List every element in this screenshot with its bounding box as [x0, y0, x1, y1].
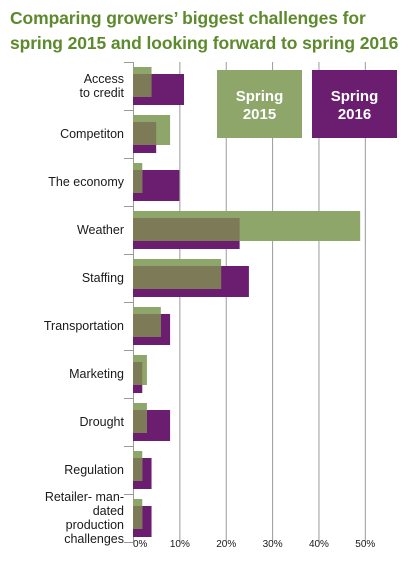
chart-title: Comparing growers’ biggest challenges fo… [10, 6, 410, 56]
category-label: to credit [80, 86, 125, 100]
legend-spring-2016-box [312, 70, 397, 138]
category-label: Retailer- man- [45, 490, 124, 504]
legend-spring-2016-label: 2016 [338, 106, 371, 123]
category-label: challenges [64, 532, 124, 546]
category-label: The economy [48, 175, 124, 189]
category-label: Competiton [60, 127, 124, 141]
category-label: Access [84, 72, 124, 86]
x-axis-ticks: 0% 10% 20% 30% 40% 50% [133, 539, 375, 550]
chart-title-line-2: spring 2015 and looking forward to sprin… [10, 33, 399, 53]
legend-spring-2015-box [217, 70, 302, 138]
bar-overlap [133, 218, 240, 241]
legend-spring-2015-label: 2015 [243, 106, 276, 123]
category-label: Drought [80, 415, 125, 429]
bar-overlap [133, 74, 152, 97]
bar-overlap [133, 506, 143, 529]
category-label: Transportation [44, 319, 124, 333]
x-tick-label: 20% [216, 539, 236, 550]
x-tick-label: 0% [133, 539, 148, 550]
bars [133, 67, 361, 537]
x-tick-label: 50% [355, 539, 375, 550]
x-tick-label: 30% [263, 539, 283, 550]
chart-title-line-1: Comparing growers’ biggest challenges fo… [10, 8, 366, 28]
bar-overlap [133, 458, 143, 481]
x-tick-label: 10% [170, 539, 190, 550]
legend-spring-2016-label: Spring [331, 88, 379, 105]
bar-overlap [133, 170, 143, 193]
category-label: Marketing [69, 367, 124, 381]
bar-overlap [133, 314, 161, 337]
category-label: Staffing [82, 271, 124, 285]
bar-overlap [133, 410, 147, 433]
x-tick-label: 40% [309, 539, 329, 550]
category-label: production [66, 518, 124, 532]
bar-overlap [133, 122, 157, 145]
bar-overlap [133, 362, 143, 385]
category-label: dated [93, 504, 124, 518]
bar-overlap [133, 266, 222, 289]
category-label: Weather [77, 223, 124, 237]
category-label: Regulation [64, 463, 124, 477]
legend-spring-2015-label: Spring [236, 88, 284, 105]
